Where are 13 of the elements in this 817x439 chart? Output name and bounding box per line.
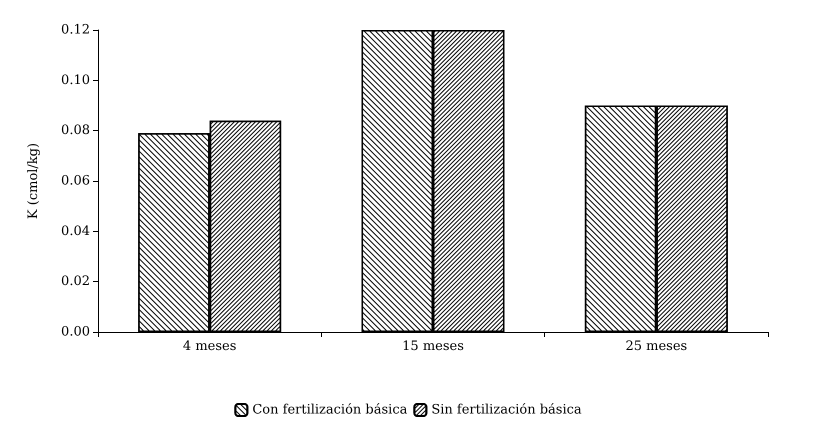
y-tick-label: 0.04 [61,224,90,239]
y-tick-label: 0.08 [61,123,90,138]
x-tick-label: 4 meses [182,339,236,354]
x-tick-label: 25 meses [625,339,688,354]
x-tick-label: 15 meses [402,339,464,354]
y-tick-label: 0.02 [61,274,90,290]
y-tick-label: 0.00 [61,324,90,340]
y-tick-label: 0.12 [61,22,90,38]
y-tick-label: 0.06 [61,174,90,188]
y-tick-label: 0.10 [61,72,90,88]
legend-label: Sin fertilización básica [431,402,582,418]
legend-label: Con fertilización básica [252,402,408,418]
y-axis-title: K (cmol/kg) [26,142,41,220]
